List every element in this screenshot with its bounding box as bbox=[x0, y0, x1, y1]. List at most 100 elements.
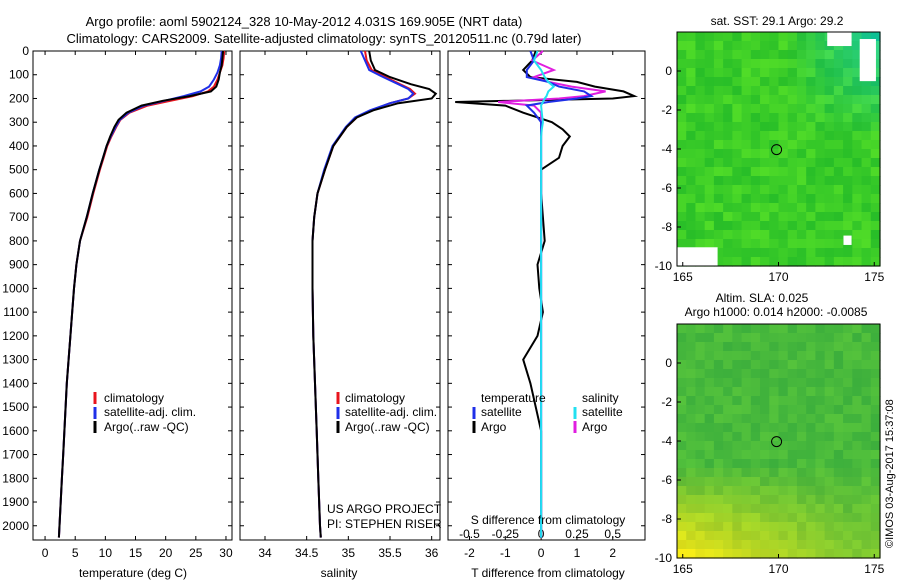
map-cell bbox=[852, 432, 863, 442]
map-cell bbox=[806, 113, 817, 123]
map-cell bbox=[686, 212, 697, 222]
map-cell bbox=[870, 486, 881, 496]
map-cell bbox=[713, 378, 724, 388]
map-cell bbox=[815, 360, 826, 370]
map-cell bbox=[861, 140, 872, 150]
map-cell bbox=[741, 432, 752, 442]
map-cell bbox=[806, 369, 817, 379]
map-cell bbox=[732, 522, 743, 532]
map-cell bbox=[824, 549, 835, 559]
figure-title-line2: Climatology: CARS2009. Satellite-adjuste… bbox=[67, 31, 582, 46]
legend-label-s-satellite: satellite bbox=[582, 405, 623, 419]
map-cell bbox=[843, 77, 853, 87]
map-raster bbox=[677, 324, 881, 559]
map-cell bbox=[861, 387, 872, 397]
map-cell bbox=[778, 50, 789, 60]
map-cell bbox=[861, 77, 872, 87]
map-cell bbox=[750, 167, 761, 177]
map-cell bbox=[870, 522, 881, 532]
x-tick-label: 5 bbox=[72, 546, 79, 560]
map-cell bbox=[732, 167, 743, 177]
map-cell bbox=[833, 513, 844, 523]
map-cell bbox=[741, 504, 752, 514]
sla-map-subtitle: Argo h1000: 0.014 h2000: -0.0085 bbox=[685, 305, 868, 319]
map-cell bbox=[677, 131, 687, 141]
map-cell bbox=[695, 59, 706, 69]
map-cell bbox=[843, 486, 853, 496]
map-cell bbox=[806, 333, 817, 343]
map-cell bbox=[870, 77, 881, 87]
map-cell bbox=[806, 212, 817, 222]
map-cell bbox=[778, 149, 789, 159]
map-cell bbox=[815, 450, 826, 460]
map-cell bbox=[870, 113, 881, 123]
legend-label-argo: Argo(..raw -QC) bbox=[104, 420, 189, 434]
map-cell bbox=[787, 212, 798, 222]
map-cell bbox=[760, 459, 770, 469]
map-cell bbox=[769, 513, 780, 523]
map-cell bbox=[824, 59, 835, 69]
map-cell bbox=[704, 351, 715, 361]
argo-position-marker bbox=[771, 436, 783, 448]
map-cell bbox=[686, 77, 697, 87]
map-cell bbox=[704, 369, 715, 379]
map-cell bbox=[686, 360, 697, 370]
map-cell bbox=[741, 167, 752, 177]
map-cell bbox=[796, 459, 807, 469]
legend-temperature-heading: temperature bbox=[481, 391, 546, 405]
map-cell bbox=[815, 333, 826, 343]
map-cell bbox=[796, 194, 807, 204]
map-cell bbox=[732, 333, 743, 343]
map-cell bbox=[796, 41, 807, 51]
map-cell bbox=[778, 131, 789, 141]
map-cell bbox=[732, 104, 743, 114]
map-cell bbox=[750, 360, 761, 370]
map-cell bbox=[824, 531, 835, 541]
map-cell bbox=[704, 86, 715, 96]
depth-tick-label: 1800 bbox=[2, 471, 29, 485]
map-cell bbox=[760, 486, 770, 496]
map-cell bbox=[796, 167, 807, 177]
map-cell bbox=[750, 68, 761, 78]
map-cell bbox=[741, 342, 752, 352]
map-cell bbox=[732, 504, 743, 514]
map-cell bbox=[815, 86, 826, 96]
map-cell bbox=[741, 158, 752, 168]
map-cell bbox=[723, 531, 733, 541]
map-cell bbox=[769, 77, 780, 87]
map-cell bbox=[852, 122, 863, 132]
map-cell bbox=[787, 369, 798, 379]
map-cell bbox=[796, 86, 807, 96]
map-cell bbox=[713, 450, 724, 460]
map-cell bbox=[787, 248, 798, 258]
map-y-tick-label: -10 bbox=[655, 551, 673, 565]
map-cell bbox=[852, 513, 863, 523]
map-cell bbox=[704, 405, 715, 415]
map-cell bbox=[760, 522, 770, 532]
map-cell bbox=[787, 513, 798, 523]
map-cell bbox=[861, 540, 872, 550]
sst-map-title: sat. SST: 29.1 Argo: 29.2 bbox=[711, 14, 844, 28]
map-cell bbox=[843, 441, 853, 451]
x-tick-label: 34 bbox=[258, 546, 272, 560]
map-cell bbox=[723, 468, 733, 478]
depth-tick-label: 0 bbox=[22, 44, 29, 58]
map-cell bbox=[723, 432, 733, 442]
map-cell bbox=[815, 396, 826, 406]
map-cell bbox=[870, 185, 881, 195]
map-cell bbox=[787, 194, 798, 204]
map-cell bbox=[796, 221, 807, 231]
map-cell bbox=[852, 495, 863, 505]
map-cell bbox=[852, 369, 863, 379]
map-cell bbox=[695, 158, 706, 168]
map-cell bbox=[852, 221, 863, 231]
map-cell bbox=[833, 414, 844, 424]
map-cell bbox=[778, 68, 789, 78]
map-cell bbox=[815, 203, 826, 213]
map-cell bbox=[833, 405, 844, 415]
map-cell bbox=[750, 104, 761, 114]
map-cell bbox=[843, 369, 853, 379]
map-cell bbox=[778, 86, 789, 96]
map-cell bbox=[787, 441, 798, 451]
map-raster bbox=[677, 32, 881, 267]
